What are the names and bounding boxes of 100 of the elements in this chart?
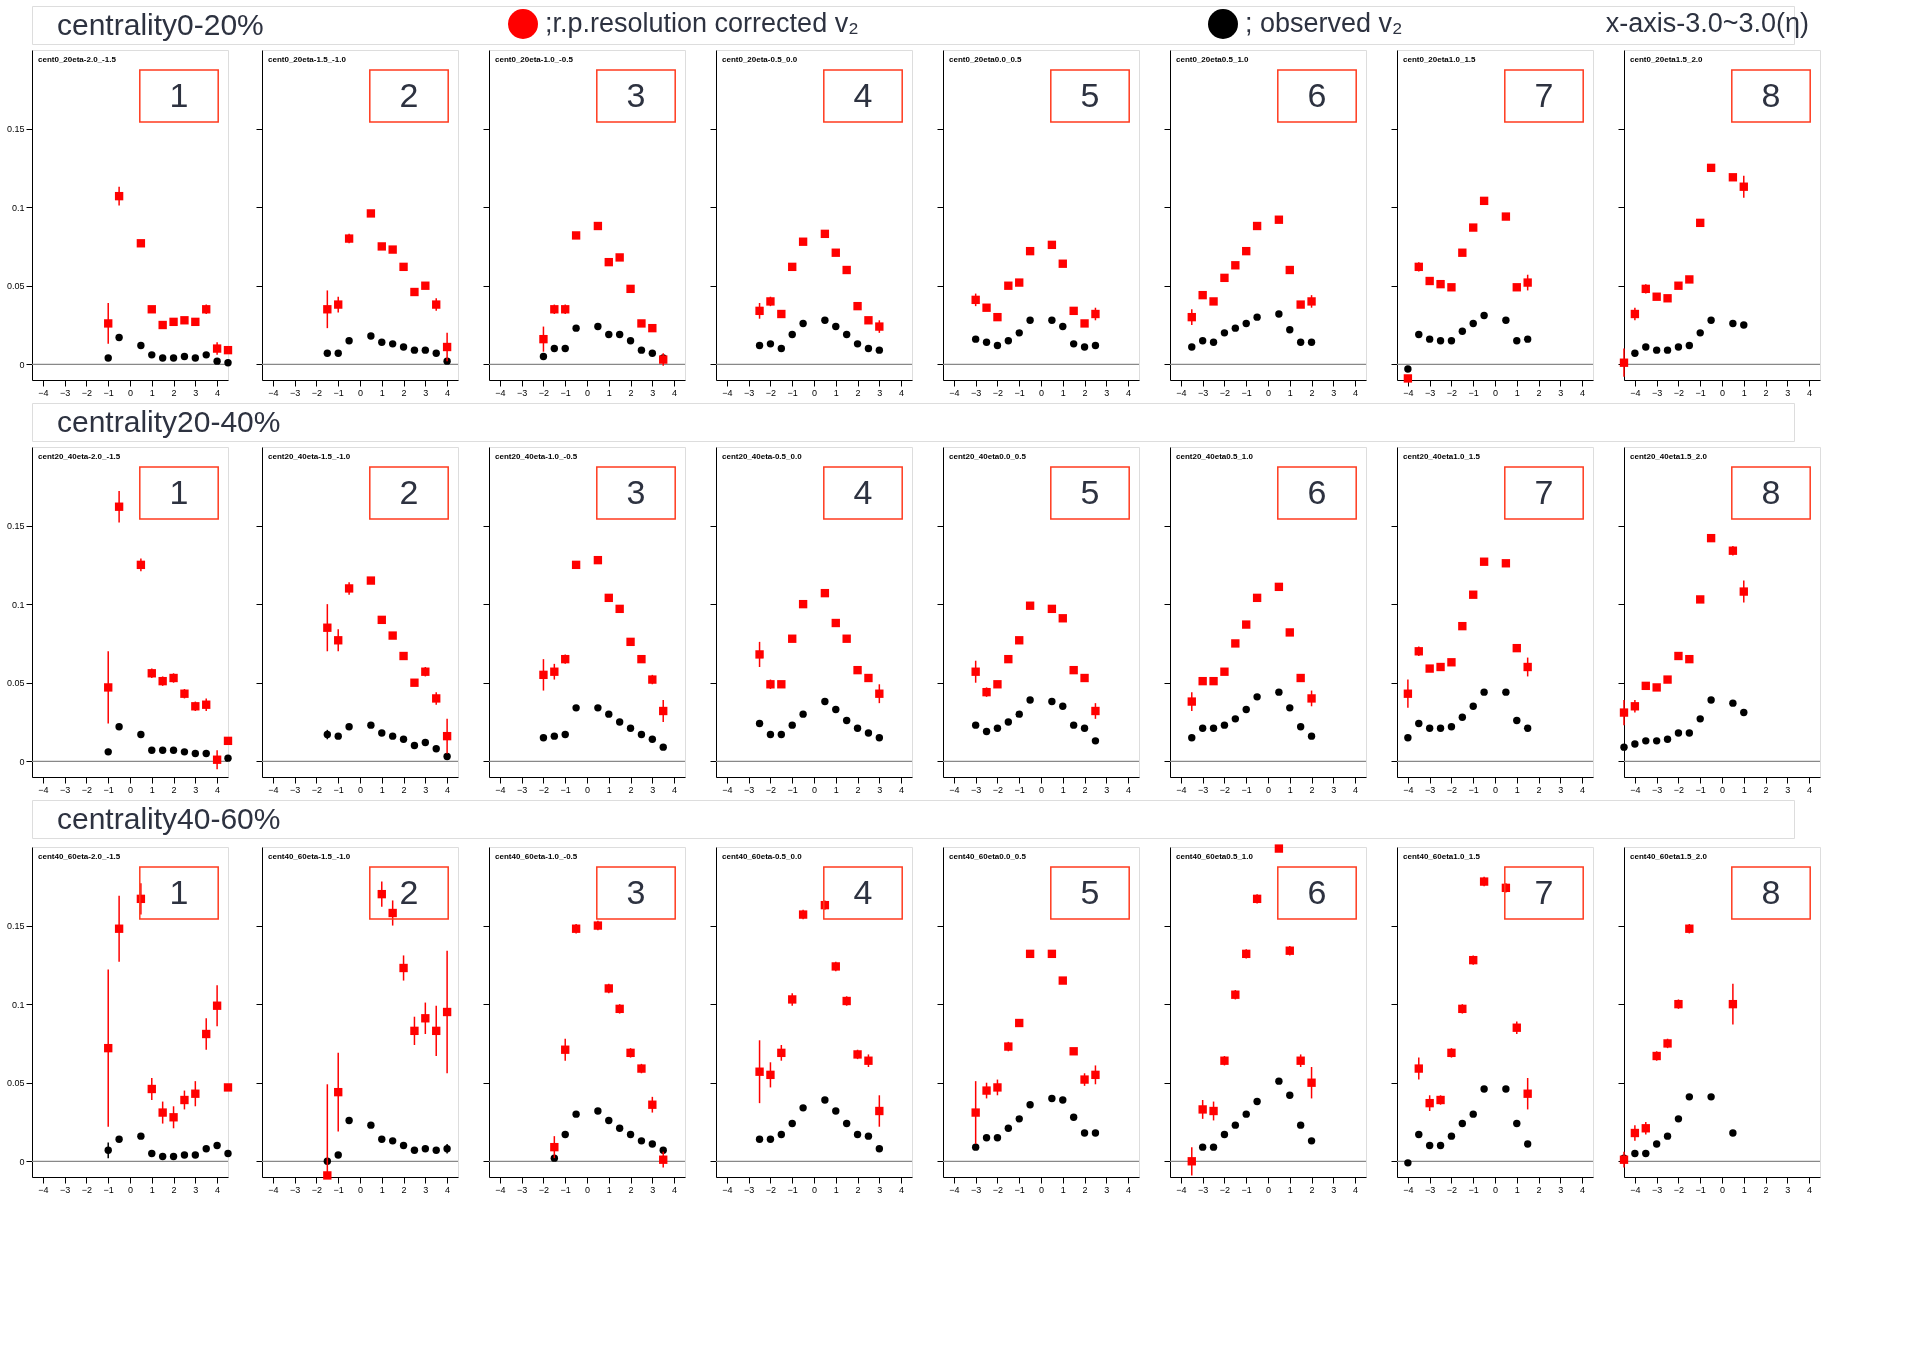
x-tick-label: −2 xyxy=(81,387,93,398)
x-tick-label: 0 xyxy=(1265,1184,1272,1195)
x-tick-label: −3 xyxy=(1198,1184,1209,1195)
x-tick-label: 1 xyxy=(149,784,155,795)
x-tick-label: 2 xyxy=(401,784,407,795)
x-tick-label: 1 xyxy=(606,1184,612,1195)
x-tick-label: −2 xyxy=(765,387,777,398)
x-tick-label: −3 xyxy=(290,1184,301,1195)
y-tick-label: 0 xyxy=(19,756,25,767)
annotation: 6 xyxy=(1307,473,1327,511)
x-tick-label: −2 xyxy=(538,784,550,795)
x-tick-label: −1 xyxy=(103,784,114,795)
text: cent40_60eta-1.0_-0.5 xyxy=(495,852,578,861)
x-tick-label: −4 xyxy=(1630,1184,1641,1195)
x-tick-label: 2 xyxy=(401,387,407,398)
x-tick-label: −1 xyxy=(1468,1184,1479,1195)
x-tick-label: 2 xyxy=(171,387,177,398)
text: cent0_20eta0.0_0.5 xyxy=(949,55,1023,64)
x-tick-label: 3 xyxy=(1331,387,1337,398)
x-tick-label: 2 xyxy=(1763,784,1769,795)
x-tick-label: 1 xyxy=(149,387,155,398)
x-tick-label: 2 xyxy=(1082,387,1088,398)
x-tick-label: −1 xyxy=(1695,784,1706,795)
x-tick-label: 1 xyxy=(149,1184,155,1195)
annotation: 2 xyxy=(399,873,419,911)
x-tick-label: 1 xyxy=(1287,387,1293,398)
x-tick-label: 3 xyxy=(1558,784,1564,795)
x-tick-label: 2 xyxy=(628,387,634,398)
x-tick-label: 0 xyxy=(584,1184,591,1195)
x-tick-label: −1 xyxy=(1468,387,1479,398)
x-tick-label: −2 xyxy=(1219,1184,1231,1195)
x-tick-label: −3 xyxy=(517,387,528,398)
x-tick-label: −2 xyxy=(992,784,1004,795)
x-tick-label: 0 xyxy=(127,784,134,795)
x-tick-label: 1 xyxy=(606,387,612,398)
annotation: 6 xyxy=(1307,76,1327,114)
x-tick-label: −3 xyxy=(60,1184,71,1195)
x-tick-label: 2 xyxy=(1763,387,1769,398)
x-tick-label: −3 xyxy=(517,1184,528,1195)
x-tick-label: −4 xyxy=(495,387,506,398)
x-tick-label: −3 xyxy=(1198,784,1209,795)
x-tick-label: 4 xyxy=(1580,784,1586,795)
annotation: 4 xyxy=(853,76,873,114)
x-tick-label: −2 xyxy=(765,784,777,795)
y-tick-label: 0.1 xyxy=(11,999,25,1010)
x-tick-label: 0 xyxy=(1038,387,1045,398)
x-tick-label: −1 xyxy=(333,1184,344,1195)
x-tick-label: 4 xyxy=(215,784,221,795)
x-tick-label: 1 xyxy=(833,784,839,795)
x-tick-label: 3 xyxy=(193,784,199,795)
x-tick-label: −1 xyxy=(333,387,344,398)
x-tick-label: −3 xyxy=(60,784,71,795)
x-tick-label: 0 xyxy=(1038,1184,1045,1195)
x-tick-label: −1 xyxy=(560,784,571,795)
x-tick-label: −1 xyxy=(1014,387,1025,398)
x-tick-label: 4 xyxy=(445,784,451,795)
x-tick-label: 0 xyxy=(357,784,364,795)
x-tick-label: 4 xyxy=(899,784,905,795)
annotation: 4 xyxy=(853,473,873,511)
x-tick-label: 2 xyxy=(628,1184,634,1195)
y-tick-label: 0.1 xyxy=(11,202,25,213)
x-tick-label: −4 xyxy=(38,387,49,398)
text: cent0_20eta-1.0_-0.5 xyxy=(495,55,574,64)
x-tick-label: 3 xyxy=(193,1184,199,1195)
x-tick-label: 4 xyxy=(1807,387,1813,398)
annotation: 7 xyxy=(1534,473,1554,511)
x-tick-label: 3 xyxy=(1331,1184,1337,1195)
x-tick-label: 0 xyxy=(811,1184,818,1195)
x-tick-label: 0 xyxy=(357,387,364,398)
x-tick-label: −3 xyxy=(744,1184,755,1195)
x-tick-label: −3 xyxy=(60,387,71,398)
text: cent0_20eta-1.5_-1.0 xyxy=(268,55,347,64)
legend-label: ;r.p.resolution corrected v₂ xyxy=(545,8,859,38)
x-tick-label: −2 xyxy=(1219,387,1231,398)
x-tick-label: 2 xyxy=(855,784,861,795)
x-tick-label: 1 xyxy=(1287,1184,1293,1195)
text: cent20_40eta1.5_2.0 xyxy=(1630,452,1708,461)
x-tick-label: 2 xyxy=(1082,784,1088,795)
x-tick-label: 4 xyxy=(1126,784,1132,795)
x-tick-label: 1 xyxy=(1741,387,1747,398)
x-tick-label: −3 xyxy=(1425,1184,1436,1195)
x-tick-label: 1 xyxy=(1060,1184,1066,1195)
x-tick-label: −1 xyxy=(103,387,114,398)
x-tick-label: 4 xyxy=(1580,387,1586,398)
x-tick-label: −2 xyxy=(1446,1184,1458,1195)
x-tick-label: 1 xyxy=(833,387,839,398)
annotation: 8 xyxy=(1761,76,1781,114)
x-tick-label: 1 xyxy=(1741,1184,1747,1195)
text: cent40_60eta-1.5_-1.0 xyxy=(268,852,351,861)
x-tick-label: 0 xyxy=(127,1184,134,1195)
x-tick-label: −1 xyxy=(1241,1184,1252,1195)
x-tick-label: 2 xyxy=(855,1184,861,1195)
x-tick-label: −4 xyxy=(722,387,733,398)
x-tick-label: 3 xyxy=(1104,1184,1110,1195)
text: cent0_20eta-0.5_0.0 xyxy=(722,55,798,64)
x-tick-label: 0 xyxy=(1492,784,1499,795)
x-tick-label: 0 xyxy=(1719,784,1726,795)
x-tick-label: −2 xyxy=(1219,784,1231,795)
x-tick-label: 0 xyxy=(1719,387,1726,398)
x-tick-label: 2 xyxy=(1309,1184,1315,1195)
